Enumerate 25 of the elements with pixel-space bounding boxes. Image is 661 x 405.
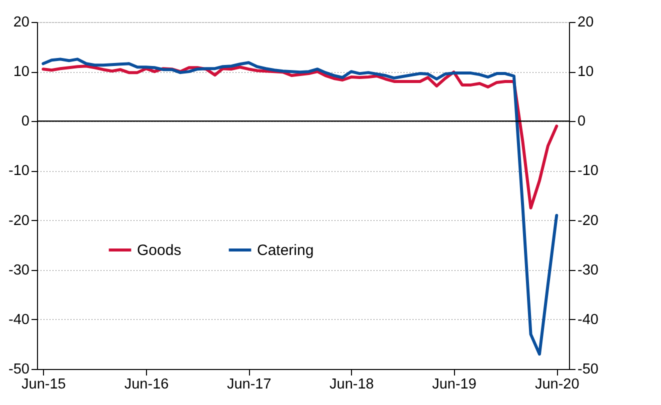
y-tick-label: 20 bbox=[13, 14, 30, 30]
y-tick-label: -30 bbox=[8, 262, 30, 278]
y-tick-label: -20 bbox=[8, 212, 30, 229]
line-series bbox=[42, 58, 558, 356]
y-tick-label: -40 bbox=[8, 312, 30, 328]
x-tick-label: Jun-19 bbox=[432, 376, 476, 392]
y2-tick-label: -20 bbox=[578, 212, 598, 229]
y2-tick-label: 0 bbox=[578, 114, 586, 130]
x-tick-label: Jun-18 bbox=[330, 376, 374, 392]
x-tick-label: Jun-15 bbox=[22, 376, 66, 392]
y2-tick-label: -50 bbox=[578, 362, 598, 378]
x-tick-label: Jun-17 bbox=[226, 376, 272, 392]
legend-label: Catering bbox=[257, 242, 314, 259]
y2-tick-label: -40 bbox=[578, 312, 598, 328]
y-tick-label: -50 bbox=[8, 362, 30, 378]
y2-tick-label: 10 bbox=[578, 64, 594, 80]
y2-tick-label: 20 bbox=[578, 14, 594, 30]
x-tick-label: Jun-16 bbox=[124, 376, 169, 392]
legend-label: Goods bbox=[137, 242, 182, 259]
y-tick-label: 0 bbox=[21, 114, 30, 130]
y2-tick-label: -10 bbox=[578, 163, 598, 180]
y2-tick-label: -30 bbox=[578, 262, 598, 278]
x-tick-label: Jun-20 bbox=[534, 376, 580, 392]
y-tick-label: 10 bbox=[13, 64, 30, 80]
y-tick-label: -10 bbox=[8, 163, 30, 180]
